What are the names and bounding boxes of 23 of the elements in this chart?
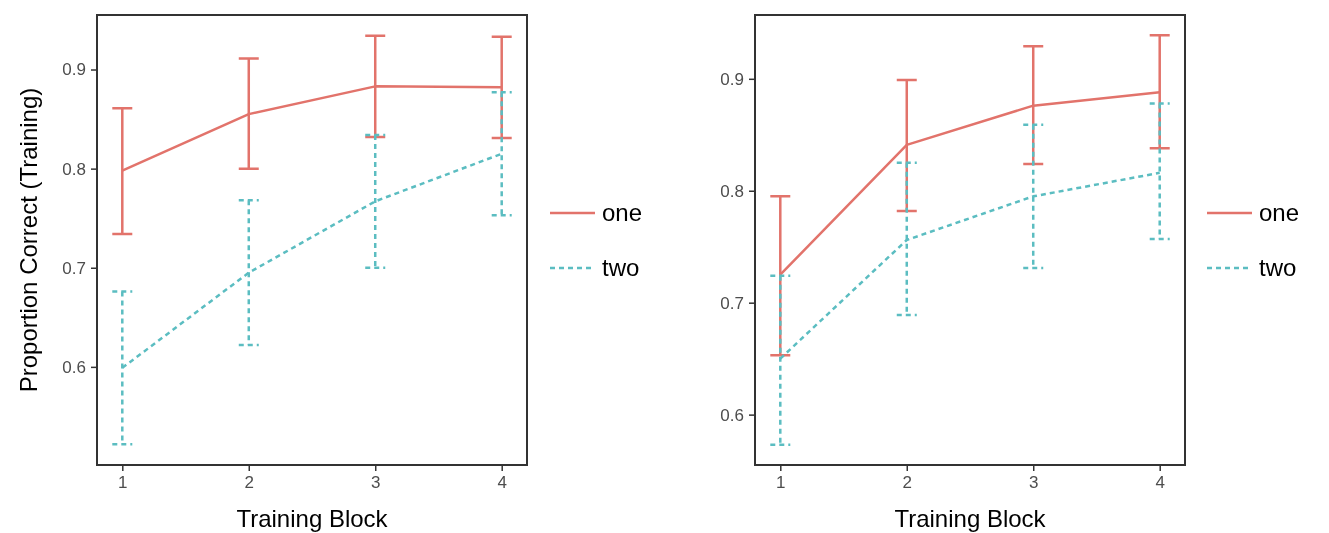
y-tick-label: 0.6 (720, 405, 744, 425)
legend-label: two (1259, 254, 1297, 281)
x-tick-label: 2 (902, 473, 912, 493)
x-tick-label: 4 (497, 473, 507, 493)
x-tick-label: 3 (1029, 473, 1039, 493)
y-axis-title: Proportion Correct (Training) (15, 87, 42, 393)
y-tick-label: 0.8 (62, 159, 86, 179)
y-tick-label: 0.8 (720, 181, 744, 201)
y-tick-label: 0.7 (62, 258, 86, 278)
x-axis-title: Training Block (236, 505, 389, 532)
y-tick-label: 0.6 (62, 357, 86, 377)
x-axis-title: Training Block (894, 505, 1047, 532)
x-tick-label: 1 (118, 473, 128, 493)
x-tick-label: 4 (1155, 473, 1165, 493)
x-tick-label: 1 (776, 473, 786, 493)
legend-label: two (602, 254, 640, 281)
x-tick-label: 2 (244, 473, 254, 493)
x-tick-label: 3 (371, 473, 381, 493)
legend-label: one (602, 199, 643, 226)
y-tick-label: 0.7 (720, 293, 744, 313)
y-tick-label: 0.9 (720, 69, 744, 89)
y-tick-label: 0.9 (62, 60, 86, 80)
legend-label: one (1259, 199, 1300, 226)
